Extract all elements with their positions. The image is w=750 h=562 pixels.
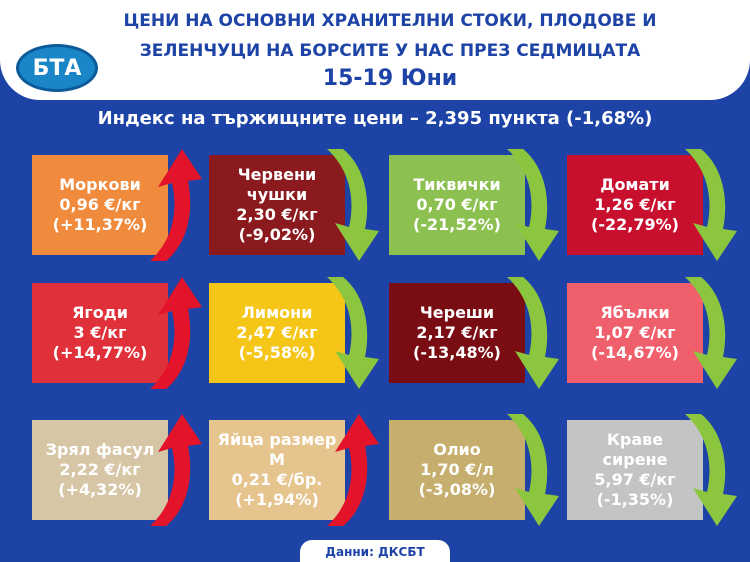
product-name: Череши (419, 303, 495, 322)
tile: Яйца размер М 0,21 €/бр. (+1,94%) (209, 414, 384, 526)
product-name: Домати (600, 175, 670, 194)
tile-box: Череши 2,17 €/кг (-13,48%) (389, 283, 525, 383)
header: БТА ЦЕНИ НА ОСНОВНИ ХРАНИТЕЛНИ СТОКИ, ПЛ… (0, 0, 750, 100)
price: 3 €/кг (73, 323, 127, 342)
trend-arrow (150, 277, 202, 389)
arrow-shape (685, 414, 737, 526)
trend-arrow (685, 277, 737, 389)
product-name: Зрял фасул (45, 440, 155, 459)
trend-arrow (150, 414, 202, 526)
trend-arrow (685, 149, 737, 261)
change: (+1,94%) (235, 490, 319, 509)
change: (+14,77%) (52, 343, 148, 362)
price: 1,07 €/кг (594, 323, 676, 342)
tile-box: Ябълки 1,07 €/кг (-14,67%) (567, 283, 703, 383)
price: 2,17 €/кг (416, 323, 498, 342)
trend-arrow (327, 277, 379, 389)
tile: Олио 1,70 €/л (-3,08%) (389, 414, 564, 526)
footer: Данни: ДКСБТ (300, 540, 450, 562)
tile: Червени чушки 2,30 €/кг (-9,02%) (209, 149, 384, 261)
tile: Краве сирене 5,97 €/кг (-1,35%) (567, 414, 742, 526)
date: 15-19 Юни (322, 66, 458, 91)
price: 5,97 €/кг (594, 470, 676, 489)
change: (-21,52%) (413, 215, 501, 234)
trend-arrow (150, 149, 202, 261)
change: (-22,79%) (591, 215, 679, 234)
product-name: Яйца размер М (217, 430, 337, 469)
price: 0,70 €/кг (416, 195, 498, 214)
tile: Ягоди 3 €/кг (+14,77%) (32, 277, 207, 389)
product-name: Червени чушки (237, 165, 317, 204)
arrow-shape (327, 414, 379, 526)
tile-box: Червени чушки 2,30 €/кг (-9,02%) (209, 155, 345, 255)
tile: Домати 1,26 €/кг (-22,79%) (567, 149, 742, 261)
product-name: Тиквички (413, 175, 501, 194)
arrow-shape (685, 149, 737, 261)
arrow-shape (150, 277, 202, 389)
product-name: Краве сирене (602, 430, 668, 469)
index-line: Индекс на тържищните цени – 2,395 пункта… (97, 108, 653, 129)
change: (-14,67%) (591, 343, 679, 362)
tile-box: Яйца размер М 0,21 €/бр. (+1,94%) (209, 420, 345, 520)
price: 2,22 €/кг (59, 460, 141, 479)
tile: Тиквички 0,70 €/кг (-21,52%) (389, 149, 564, 261)
arrow-shape (150, 414, 202, 526)
tile: Ябълки 1,07 €/кг (-14,67%) (567, 277, 742, 389)
tile-box: Тиквички 0,70 €/кг (-21,52%) (389, 155, 525, 255)
change: (-13,48%) (413, 343, 501, 362)
product-name: Ягоди (72, 303, 128, 322)
price: 2,30 €/кг (236, 205, 318, 224)
arrow-shape (327, 277, 379, 389)
arrow-shape (507, 277, 559, 389)
tile: Череши 2,17 €/кг (-13,48%) (389, 277, 564, 389)
arrow-shape (327, 149, 379, 261)
tile-box: Ягоди 3 €/кг (+14,77%) (32, 283, 168, 383)
change: (+4,32%) (58, 480, 142, 499)
trend-arrow (507, 414, 559, 526)
arrow-shape (150, 149, 202, 261)
product-name: Моркови (59, 175, 141, 194)
price: 1,26 €/кг (594, 195, 676, 214)
change: (-1,35%) (596, 490, 674, 509)
trend-arrow (507, 277, 559, 389)
tile: Моркови 0,96 €/кг (+11,37%) (32, 149, 207, 261)
tile: Зрял фасул 2,22 €/кг (+4,32%) (32, 414, 207, 526)
logo: БТА (16, 44, 98, 92)
tile-box: Олио 1,70 €/л (-3,08%) (389, 420, 525, 520)
change: (-9,02%) (238, 225, 316, 244)
title: ЦЕНИ НА ОСНОВНИ ХРАНИТЕЛНИ СТОКИ, ПЛОДОВ… (123, 11, 657, 61)
trend-arrow (507, 149, 559, 261)
price: 0,96 €/кг (59, 195, 141, 214)
tile: Лимони 2,47 €/кг (-5,58%) (209, 277, 384, 389)
product-name: Олио (433, 440, 481, 459)
arrow-shape (685, 277, 737, 389)
tile-box: Краве сирене 5,97 €/кг (-1,35%) (567, 420, 703, 520)
change: (+11,37%) (52, 215, 148, 234)
tile-box: Лимони 2,47 €/кг (-5,58%) (209, 283, 345, 383)
price: 2,47 €/кг (236, 323, 318, 342)
arrow-shape (507, 414, 559, 526)
product-name: Ябълки (600, 303, 670, 322)
arrow-shape (507, 149, 559, 261)
trend-arrow (685, 414, 737, 526)
change: (-3,08%) (418, 480, 496, 499)
tile-box: Домати 1,26 €/кг (-22,79%) (567, 155, 703, 255)
tile-box: Зрял фасул 2,22 €/кг (+4,32%) (32, 420, 168, 520)
tile-box: Моркови 0,96 €/кг (+11,37%) (32, 155, 168, 255)
price: 0,21 €/бр. (231, 470, 323, 489)
product-name: Лимони (241, 303, 313, 322)
trend-arrow (327, 414, 379, 526)
change: (-5,58%) (238, 343, 316, 362)
price: 1,70 €/л (420, 460, 494, 479)
trend-arrow (327, 149, 379, 261)
